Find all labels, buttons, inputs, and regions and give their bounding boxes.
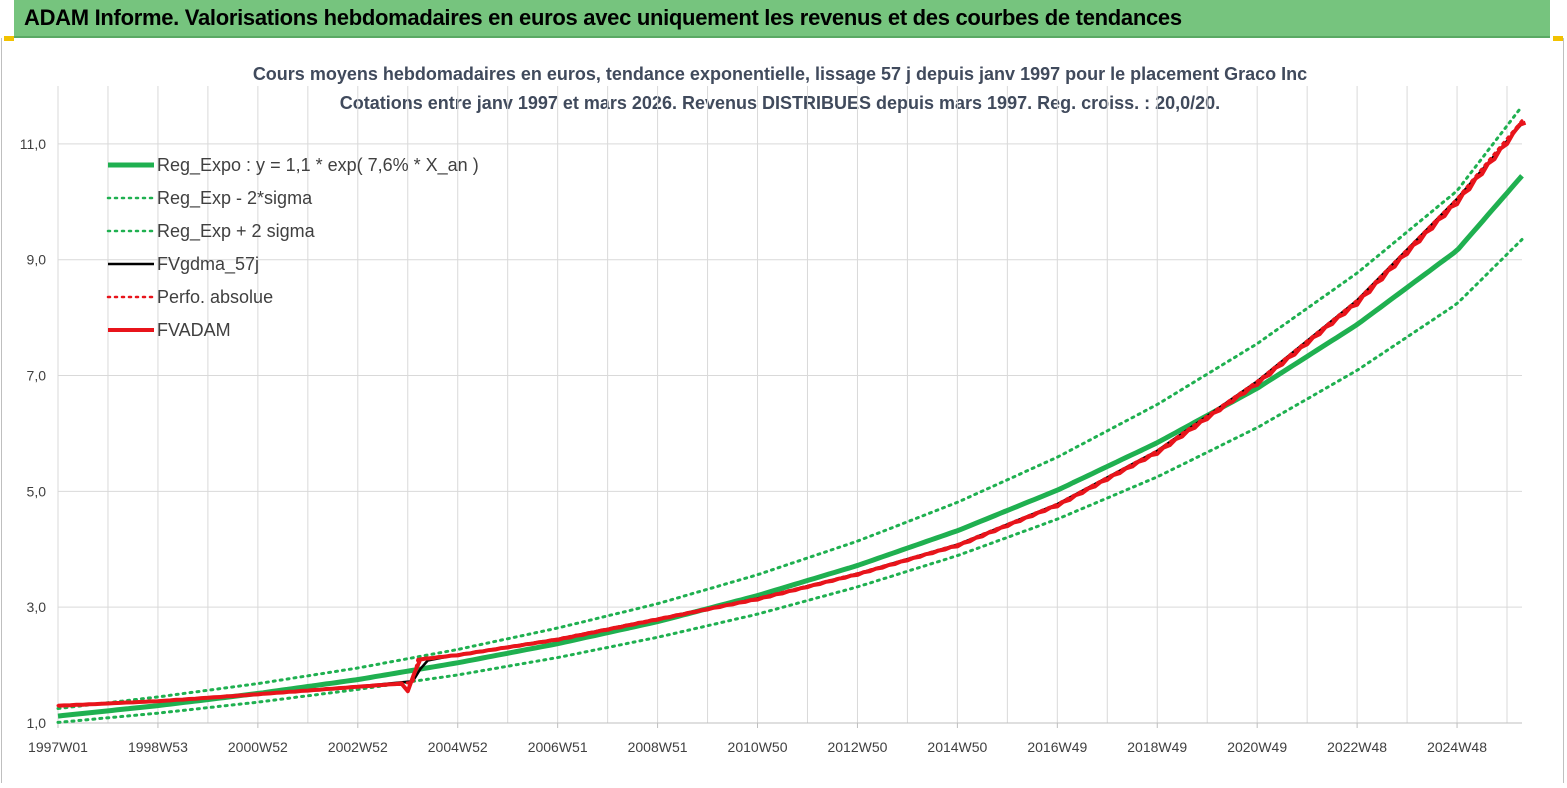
series-line-2 [56, 104, 1524, 710]
line-chart: Cours moyens hebdomadaires en euros, ten… [1, 38, 1564, 783]
x-tick-label: 2024W48 [1427, 739, 1487, 755]
y-tick-label: 11,0 [20, 136, 46, 152]
legend-label: Reg_Exp + 2 sigma [157, 221, 316, 242]
y-tick-label: 3,0 [27, 599, 47, 615]
x-tick-label: 1997W01 [28, 739, 88, 755]
x-tick-label: 2010W50 [728, 739, 788, 755]
legend-label: FVgdma_57j [157, 254, 259, 275]
axes: 1,0 3,0 5,0 7,0 9,0 11,0 1997W01 1998W53 2000W52… [20, 136, 1522, 755]
corner-marker-right [1553, 36, 1563, 41]
chart-subtitle: Cotations entre janv 1997 et mars 2026. … [340, 93, 1220, 113]
x-tick-label: 2000W52 [228, 739, 288, 755]
series-line-5 [57, 120, 1527, 708]
chart-frame: Cours moyens hebdomadaires en euros, ten… [0, 38, 1567, 783]
x-tick-label: 2022W48 [1327, 739, 1387, 755]
y-tick-label: 5,0 [27, 483, 47, 499]
x-tick-label: 2006W51 [528, 739, 588, 755]
chart-title: Cours moyens hebdomadaires en euros, ten… [253, 64, 1307, 84]
legend-label: Reg_Exp - 2*sigma [157, 188, 313, 209]
x-tick-label: 2020W49 [1227, 739, 1287, 755]
series-line-3 [57, 122, 1523, 707]
x-tick-label: 2018W49 [1127, 739, 1187, 755]
grid [57, 86, 1522, 724]
x-tick-label: 2004W52 [428, 739, 488, 755]
title-banner: ADAM Informe. Valorisations hebdomadaire… [14, 0, 1550, 38]
y-tick-label: 1,0 [27, 715, 47, 731]
legend-label: Perfo. absolue [157, 287, 273, 307]
legend: Reg_Expo : y = 1,1 * exp( 7,6% * X_an ) R… [106, 155, 479, 340]
x-tick-label: 2014W50 [927, 739, 987, 755]
y-tick-label: 9,0 [27, 252, 47, 268]
x-tick-label: 2012W50 [827, 739, 887, 755]
x-tick-label: 2016W49 [1027, 739, 1087, 755]
legend-label: Reg_Expo : y = 1,1 * exp( 7,6% * X_an ) [157, 155, 479, 176]
y-tick-label: 7,0 [27, 368, 47, 384]
x-tick-label: 2002W52 [328, 739, 388, 755]
series-line-0 [57, 174, 1524, 719]
banner-title: ADAM Informe. Valorisations hebdomadaire… [24, 5, 1182, 30]
legend-label: FVADAM [157, 320, 231, 340]
corner-marker-left [4, 36, 14, 41]
x-tick-label: 1998W53 [128, 739, 188, 755]
x-tick-label: 2008W51 [628, 739, 688, 755]
series-line-4 [56, 119, 1524, 708]
series-group [56, 104, 1527, 724]
series-line-1 [56, 238, 1524, 724]
